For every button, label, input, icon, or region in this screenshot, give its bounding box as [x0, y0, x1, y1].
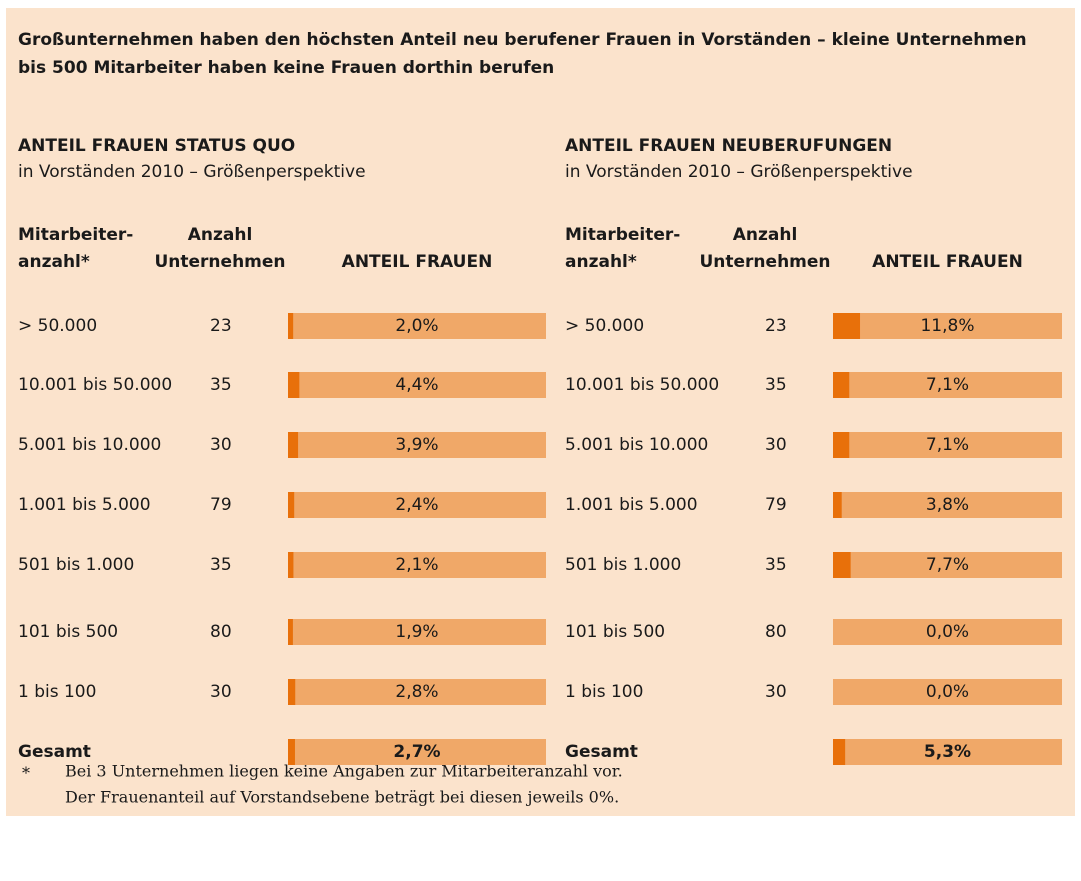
company-count: 30 [765, 682, 787, 702]
bar [833, 313, 861, 339]
bar-track [833, 619, 1062, 645]
bar-track [288, 679, 546, 705]
value-label: 3,9% [395, 435, 438, 455]
value-label: 2,8% [395, 682, 438, 702]
bar [288, 432, 299, 458]
value-label: 5,3% [924, 742, 971, 762]
bar [288, 372, 300, 398]
bar [833, 372, 850, 398]
bar-track [288, 372, 546, 398]
bar [288, 619, 293, 645]
panel-subtitle: in Vorständen 2010 – Größenperspektive [565, 162, 913, 182]
main-title: Großunternehmen haben den höchsten Antei… [18, 30, 1027, 50]
company-count: 80 [765, 622, 787, 642]
column-header: ANTEIL FRAUEN [872, 252, 1023, 272]
company-count: 30 [765, 435, 787, 455]
company-count: 79 [765, 495, 787, 515]
column-header: Unternehmen [699, 252, 830, 272]
value-label: 11,8% [920, 316, 974, 336]
category-label: 1 bis 100 [18, 682, 96, 702]
bar-track [288, 552, 546, 578]
column-header: anzahl* [18, 252, 90, 272]
bar-track [833, 739, 1062, 765]
category-label: > 50.000 [565, 316, 644, 336]
column-header: anzahl* [565, 252, 637, 272]
bar-track [288, 619, 546, 645]
value-label: 2,0% [395, 316, 438, 336]
bar-track [833, 313, 1062, 339]
bar-track [288, 739, 546, 765]
bar [833, 432, 850, 458]
bar [833, 552, 851, 578]
column-header: Mitarbeiter- [18, 225, 133, 245]
bar [833, 739, 846, 765]
company-count: 79 [210, 495, 232, 515]
main-title: bis 500 Mitarbeiter haben keine Frauen d… [18, 58, 554, 78]
panel-subtitle: in Vorständen 2010 – Größenperspektive [18, 162, 366, 182]
bar-track [833, 432, 1062, 458]
column-header: Mitarbeiter- [565, 225, 680, 245]
company-count: 30 [210, 435, 232, 455]
company-count: 30 [210, 682, 232, 702]
column-header: ANTEIL FRAUEN [342, 252, 493, 272]
category-label: 1.001 bis 5.000 [565, 495, 698, 515]
category-label: 1.001 bis 5.000 [18, 495, 151, 515]
value-label: 2,1% [395, 555, 438, 575]
category-label: 5.001 bis 10.000 [18, 435, 161, 455]
footnote: Bei 3 Unternehmen liegen keine Angaben z… [65, 762, 623, 781]
footnote-mark: * [22, 764, 30, 783]
value-label: 1,9% [395, 622, 438, 642]
category-label: > 50.000 [18, 316, 97, 336]
category-label: 501 bis 1.000 [18, 555, 134, 575]
bar-track [288, 313, 546, 339]
category-label: 10.001 bis 50.000 [18, 375, 172, 395]
value-label: 3,8% [926, 495, 969, 515]
category-label: 1 bis 100 [565, 682, 643, 702]
category-label: 5.001 bis 10.000 [565, 435, 708, 455]
bar [288, 739, 295, 765]
category-label: Gesamt [18, 742, 91, 762]
value-label: 0,0% [926, 622, 969, 642]
bar [288, 313, 294, 339]
footnote: Der Frauenanteil auf Vorstandsebene betr… [65, 788, 619, 807]
company-count: 80 [210, 622, 232, 642]
value-label: 7,1% [926, 375, 969, 395]
column-header: Unternehmen [154, 252, 285, 272]
value-label: 2,7% [393, 742, 440, 762]
value-label: 4,4% [395, 375, 438, 395]
bar [833, 492, 842, 518]
company-count: 35 [210, 375, 232, 395]
category-label: 101 bis 500 [18, 622, 118, 642]
company-count: 35 [765, 555, 787, 575]
column-header: Anzahl [733, 225, 798, 245]
bar-track [288, 492, 546, 518]
bar [288, 552, 294, 578]
value-label: 7,7% [926, 555, 969, 575]
bar-track [288, 432, 546, 458]
bar-track [833, 492, 1062, 518]
category-label: Gesamt [565, 742, 638, 762]
bar-track [833, 372, 1062, 398]
bar-track [833, 679, 1062, 705]
panel-title: ANTEIL FRAUEN NEUBERUFUNGEN [565, 136, 892, 156]
panel-title: ANTEIL FRAUEN STATUS QUO [18, 136, 295, 156]
bar [288, 492, 295, 518]
company-count: 35 [210, 555, 232, 575]
category-label: 101 bis 500 [565, 622, 665, 642]
company-count: 23 [765, 316, 787, 336]
company-count: 35 [765, 375, 787, 395]
category-label: 10.001 bis 50.000 [565, 375, 719, 395]
category-label: 501 bis 1.000 [565, 555, 681, 575]
value-label: 0,0% [926, 682, 969, 702]
company-count: 23 [210, 316, 232, 336]
bar-track [833, 552, 1062, 578]
column-header: Anzahl [188, 225, 253, 245]
value-label: 7,1% [926, 435, 969, 455]
value-label: 2,4% [395, 495, 438, 515]
bar [288, 679, 296, 705]
